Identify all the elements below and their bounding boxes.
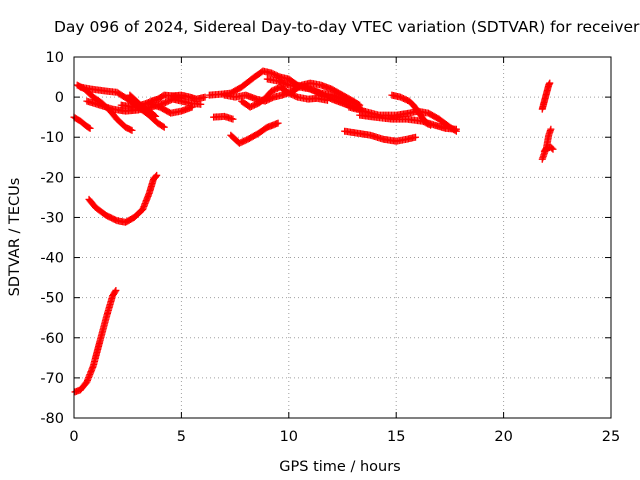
data-point [152,172,160,180]
data-point [112,286,120,294]
series-arc-14 [238,83,331,111]
x-tick-labels: 0 5 10 15 20 25 [69,429,620,445]
data-point [549,145,557,153]
series-arc-08 [126,91,160,120]
series-arc-02 [85,171,161,226]
axis-ticks [73,56,612,419]
grid [74,57,611,418]
data-point [546,79,554,87]
data-point [274,119,282,127]
y-tick-label: -10 [40,130,64,146]
data-point [452,125,460,133]
series-arc-20 [341,127,420,145]
x-tick-label: 5 [177,429,186,445]
x-tick-label: 0 [69,429,78,445]
chart-title: Day 096 of 2024, Sidereal Day-to-day VTE… [54,18,640,36]
series-arc-13 [263,75,357,107]
data-point [201,93,209,101]
data-point [548,144,556,152]
y-tick-label: -70 [40,371,64,387]
series-arc-10 [169,91,209,103]
y-tick-label: -20 [40,170,64,186]
x-tick-label: 10 [280,429,298,445]
series-arc-01 [71,286,120,396]
series-arc-19 [356,111,460,133]
data-point [152,112,160,120]
data-point [197,100,205,108]
series-arc-03 [70,113,94,132]
data-point [86,124,94,132]
data-point [229,115,237,123]
y-tick-label: -80 [40,411,64,427]
series-arc-15 [227,119,282,147]
data-point [160,123,168,131]
x-axis-label: GPS time / hours [279,459,400,475]
x-tick-label: 20 [494,429,512,445]
series-arc-22 [538,125,555,163]
data-point [151,111,159,119]
y-tick-label: 0 [55,90,64,106]
data-point [323,96,331,104]
data-point [159,122,167,130]
series-arc-23 [540,143,557,155]
data-point [111,288,119,296]
y-tick-label: -60 [40,331,64,347]
y-tick-labels: -80 -70 -60 -50 -40 -30 -20 -10 0 10 [40,50,64,427]
x-tick-label: 15 [387,429,405,445]
y-tick-label: 10 [46,50,64,66]
data-point [188,103,196,111]
series-arc-21 [538,79,554,113]
y-tick-label: -30 [40,210,64,226]
data-point [153,171,161,179]
data-point [412,133,420,141]
data-point [85,124,93,132]
data-points [70,67,557,396]
y-tick-label: -50 [40,291,64,307]
data-point [547,125,555,133]
x-tick-label: 25 [602,429,620,445]
y-axis-label: SDTVAR / TECUs [7,178,23,297]
y-tick-label: -40 [40,251,64,267]
series-arc-16 [210,112,237,123]
data-point [128,126,136,134]
plot-frame [73,56,612,419]
